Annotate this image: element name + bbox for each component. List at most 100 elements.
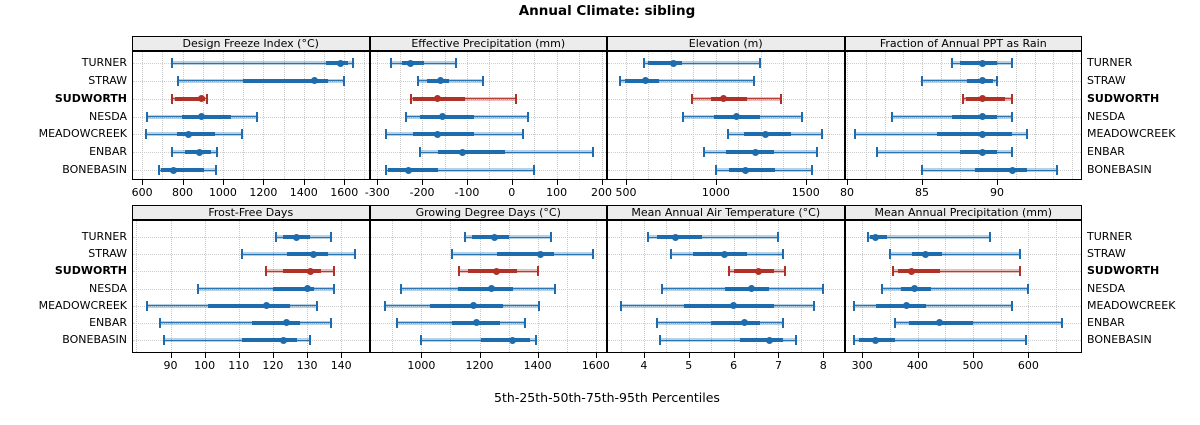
axis-tick [922, 180, 923, 185]
p95-cap [526, 111, 529, 122]
gridline-vertical [865, 52, 867, 179]
site-label-right: TURNER [1087, 56, 1133, 69]
axis-tick [643, 353, 645, 358]
axis-tick [421, 353, 423, 358]
iqr-band-25-75 [733, 269, 774, 274]
axis-tick [847, 180, 848, 185]
gridline-vertical [972, 221, 974, 352]
site-label-right: MEADOWCREEK [1087, 298, 1176, 312]
p95-cap [752, 75, 755, 86]
p95-cap [779, 93, 782, 104]
range-line-5-95 [648, 236, 779, 238]
axis-tick [170, 353, 172, 358]
axis-tick-label: 8 [819, 359, 827, 372]
range-line-5-95 [160, 322, 331, 324]
p5-cap [714, 165, 717, 175]
gridline-vertical [1072, 52, 1073, 179]
gridline-vertical [142, 52, 144, 179]
panel-strip-title: Design Freeze Index (°C) [182, 37, 319, 50]
p5-cap [690, 93, 693, 104]
axis-tick [823, 353, 825, 358]
range-line-5-95 [419, 151, 593, 153]
axis-tick-label: 1500 [791, 186, 820, 199]
site-label-left: SUDWORTH [54, 91, 127, 105]
median-dot [751, 148, 759, 156]
p95-cap [784, 266, 787, 277]
axis-tick-label: 400 [907, 359, 929, 372]
panel-body [369, 51, 607, 180]
gridline-vertical [997, 52, 998, 179]
gridline-vertical [489, 52, 491, 179]
axis-tick-label: 1600 [330, 186, 359, 199]
axis-tick-label: 0 [508, 186, 516, 199]
row-gridline [608, 80, 844, 82]
gridline-vertical [760, 52, 762, 179]
gridline-vertical [450, 221, 452, 352]
median-dot [872, 336, 880, 344]
gridline-vertical [778, 221, 780, 352]
gridline-vertical [800, 221, 802, 352]
iqr-band-25-75 [175, 96, 205, 101]
axis-tick [479, 353, 481, 358]
gridline-vertical [666, 221, 668, 352]
panel-strip-title: Mean Annual Precipitation (mm) [874, 206, 1052, 219]
site-label-right: BONEBASIN [1087, 333, 1152, 346]
gridline-vertical [170, 221, 172, 352]
gridline-vertical [783, 52, 785, 179]
site-label-left: TURNER [81, 230, 127, 243]
gridline-vertical [847, 52, 848, 179]
gridline-vertical [670, 52, 672, 179]
median-dot [748, 285, 756, 292]
median-dot [922, 250, 930, 258]
gridline-vertical [940, 52, 942, 179]
gridline-vertical [399, 52, 401, 179]
gridline-vertical [711, 221, 713, 352]
p5-cap [409, 93, 412, 104]
site-label-left: SUDWORTH [54, 264, 127, 278]
p5-cap [384, 300, 387, 311]
median-dot [458, 148, 466, 156]
axis-tick [972, 353, 974, 358]
axis-tick-label: 6 [730, 359, 738, 372]
iqr-band-25-75 [437, 150, 506, 155]
axis-tick [263, 180, 265, 185]
range-line-5-95 [421, 339, 537, 341]
p5-cap [891, 266, 894, 277]
p95-cap [591, 249, 594, 260]
median-dot [310, 250, 318, 258]
p95-cap [1056, 165, 1058, 175]
p5-cap [726, 129, 729, 140]
p5-cap [880, 283, 883, 294]
median-dot [978, 113, 986, 120]
median-dot [303, 285, 311, 292]
median-dot [438, 113, 446, 120]
p5-cap [177, 75, 180, 86]
median-dot [978, 95, 986, 103]
gridline-vertical [889, 221, 891, 352]
gridline-vertical [643, 221, 645, 352]
p5-cap [852, 335, 855, 345]
iqr-band-25-75 [937, 132, 1012, 137]
p5-cap [458, 266, 461, 277]
site-label-left: STRAW [88, 247, 127, 261]
p95-cap [523, 317, 526, 328]
site-label-right: NESDA [1087, 281, 1125, 295]
iqr-band-25-75 [898, 269, 940, 274]
panel-strip: Frost-Free Days [132, 205, 370, 220]
gridline-vertical [922, 52, 923, 179]
p5-cap [894, 317, 897, 328]
axis-tick [341, 353, 343, 358]
iqr-band-25-75 [647, 61, 682, 65]
gridline-vertical [884, 52, 886, 179]
site-label-right: MEADOWCREEK [1087, 127, 1176, 141]
row-gridline [608, 170, 844, 171]
axis-tick [222, 180, 224, 185]
median-dot [262, 302, 270, 310]
iqr-band-25-75 [388, 168, 438, 172]
iqr-band-25-75 [729, 168, 776, 172]
gridline-vertical [1000, 221, 1002, 352]
p5-cap [669, 249, 672, 260]
p95-cap [343, 75, 346, 86]
gridline-vertical [534, 52, 536, 179]
